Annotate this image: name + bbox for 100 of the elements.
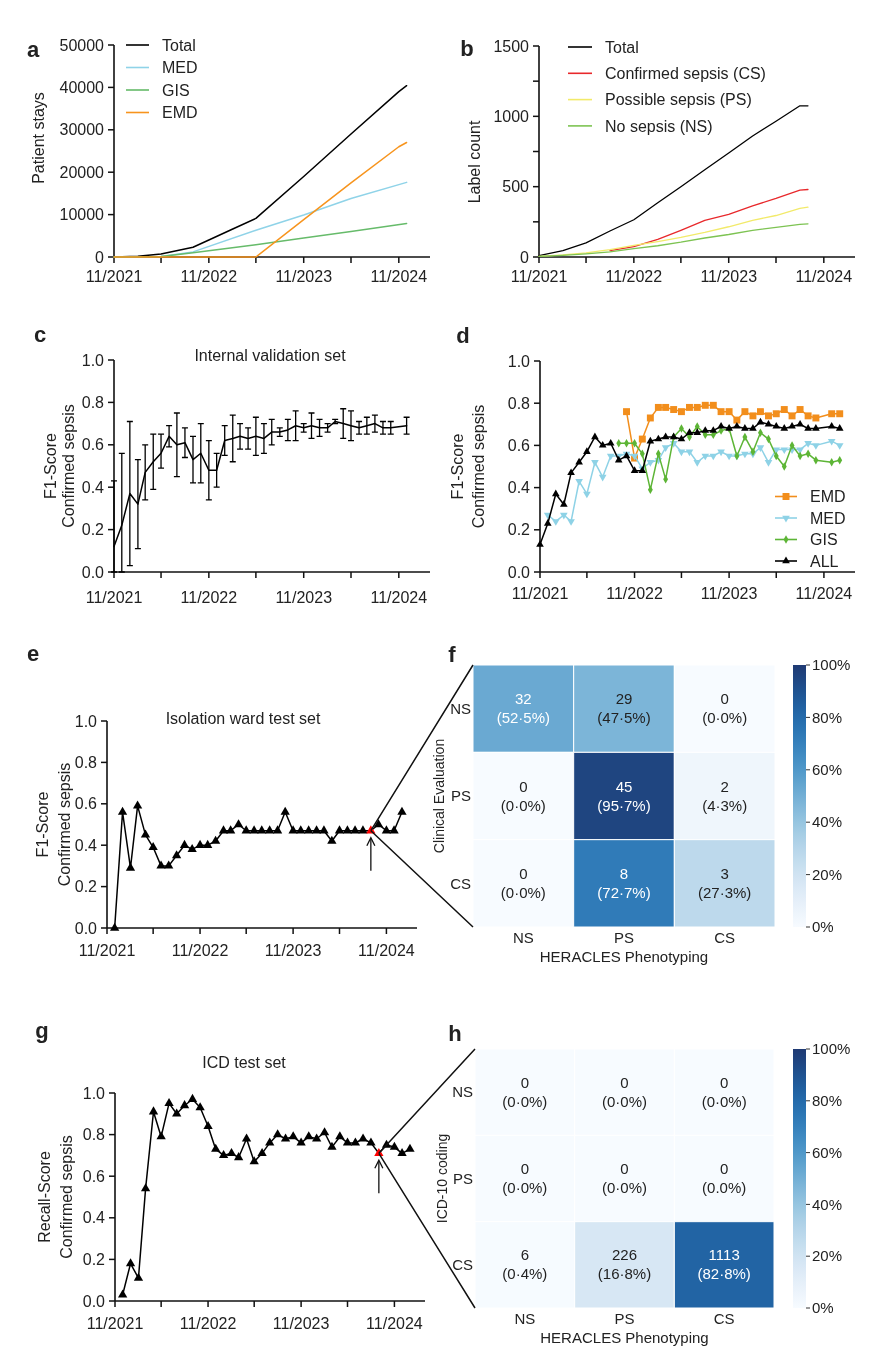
legend-label: No sepsis (NS) — [605, 117, 713, 135]
x-tick-label: 11/2021 — [86, 1315, 144, 1332]
x-tick-label: 11/2023 — [264, 942, 322, 959]
y-tick-label: 0.2 — [82, 1251, 106, 1268]
legend-label: Total — [605, 38, 639, 56]
data-label: 0 (0·0%) — [500, 864, 546, 901]
color-bar-label: 0% — [812, 1299, 834, 1317]
x-tick-label: 11/2021 — [85, 268, 143, 285]
x-tick-label: 11/2023 — [700, 585, 758, 602]
x-axis-title: HERACLES Phenotyping — [539, 948, 709, 965]
y-tick-label: 0.0 — [81, 563, 105, 581]
y-tick-label: CS — [450, 874, 471, 892]
data-label: 0 (0·0%) — [701, 1073, 747, 1110]
data-label: 45 (95·7%) — [597, 777, 651, 814]
y-tick-label: 0.4 — [507, 479, 531, 497]
color-bar-label: 40% — [812, 1195, 843, 1213]
legend-label: Total — [162, 36, 196, 54]
data-label: 2 (4·3%) — [702, 777, 748, 814]
y-tick-label: 0.8 — [74, 754, 98, 771]
text: d — [456, 323, 470, 348]
data-label: 0 (0·0%) — [502, 1160, 548, 1196]
y-tick-label: 1.0 — [507, 352, 531, 370]
y-tick-label: 0.4 — [82, 1209, 106, 1227]
legend-label: Confirmed sepsis (CS) — [605, 64, 766, 82]
y-tick-label: PS — [450, 787, 471, 805]
y-tick-label: 0 — [95, 248, 105, 266]
x-tick-label: CS — [714, 929, 736, 946]
x-tick-label: 11/2023 — [275, 589, 333, 606]
text: b — [460, 36, 474, 61]
y-axis-title: F1-Score Confirmed sepsis — [448, 404, 487, 529]
data-label: 29 (47·5%) — [597, 690, 651, 727]
y-tick-label: 1000 — [493, 107, 530, 125]
color-bar-label: 100% — [812, 1040, 851, 1058]
y-tick-label: CS — [452, 1256, 473, 1274]
y-tick-label: 0.8 — [81, 394, 105, 411]
x-tick-label: 11/2024 — [366, 1315, 423, 1332]
text: h — [448, 1021, 462, 1046]
x-tick-label: 11/2021 — [78, 942, 136, 959]
x-tick-label: 11/2022 — [606, 585, 663, 602]
legend-label: ALL — [810, 552, 839, 570]
color-bar-label: 60% — [812, 761, 843, 779]
legend-label: GIS — [162, 81, 190, 99]
y-tick-label: 10000 — [59, 206, 105, 224]
y-tick-label: NS — [452, 1083, 473, 1101]
x-tick-label: 11/2021 — [85, 589, 143, 606]
legend-label: Possible sepsis (PS) — [605, 91, 752, 109]
x-tick-label: 11/2022 — [179, 1315, 237, 1332]
y-tick-label: 1.0 — [82, 1084, 106, 1102]
y-tick-label: 0.8 — [82, 1126, 106, 1144]
color-bar-label: 40% — [812, 813, 843, 831]
y-axis-title: Clinical Evaluation — [430, 738, 447, 854]
y-axis-title: Label count — [465, 120, 483, 204]
x-tick-label: 11/2022 — [180, 268, 238, 285]
y-axis-title: Recall-Score Confirmed sepsis — [35, 1135, 75, 1259]
data-label: 0 (0.0%) — [702, 1160, 747, 1196]
y-tick-label: 50000 — [59, 36, 105, 54]
x-tick-label: PS — [613, 929, 635, 946]
y-tick-label: 1.0 — [81, 351, 105, 369]
color-bar-label: 100% — [812, 656, 851, 674]
y-tick-label: PS — [452, 1169, 473, 1187]
y-tick-label: 30000 — [59, 121, 105, 139]
data-label: 226 (16·8%) — [597, 1246, 652, 1283]
data-label: 0 (0·0%) — [601, 1160, 648, 1196]
legend-label: MED — [810, 509, 846, 527]
y-tick-label: 0.6 — [81, 436, 105, 454]
x-tick-label: 11/2022 — [171, 942, 229, 959]
color-bar-label: 20% — [812, 1247, 843, 1265]
legend-label: GIS — [810, 531, 838, 549]
y-tick-label: 40000 — [59, 79, 105, 96]
y-axis-title: F1-Score Confirmed sepsis — [33, 762, 73, 887]
y-tick-label: NS — [450, 699, 471, 717]
y-tick-label: 0.2 — [507, 521, 531, 539]
text: e — [26, 641, 40, 666]
legend-label: EMD — [162, 104, 198, 122]
x-tick-label: 11/2024 — [795, 585, 853, 602]
data-label: 0 (0·0%) — [702, 690, 748, 727]
y-tick-label: 0.2 — [74, 878, 98, 896]
x-tick-label: 11/2023 — [275, 268, 333, 285]
data-label: 1113 (82·8%) — [697, 1246, 751, 1283]
x-tick-label: 11/2024 — [795, 268, 853, 285]
y-tick-label: 0.6 — [507, 437, 531, 454]
chart-title: Internal validation set — [194, 347, 347, 364]
color-bar-label: 80% — [812, 708, 843, 726]
y-tick-label: 0.8 — [507, 394, 531, 412]
x-tick-label: 11/2024 — [370, 268, 428, 285]
y-axis-title: F1-Score Confirmed sepsis — [41, 404, 77, 528]
x-tick-label: CS — [713, 1310, 735, 1327]
color-bar-label: 20% — [812, 865, 843, 883]
x-tick-label: PS — [614, 1310, 635, 1327]
data-label: 3 (27·3%) — [697, 864, 752, 901]
text: a — [26, 37, 40, 62]
y-tick-label: 0.0 — [507, 563, 531, 581]
legend-label: EMD — [810, 488, 846, 506]
color-bar-label: 60% — [812, 1143, 843, 1161]
data-label: 32 (52·5%) — [496, 690, 551, 727]
chart-title: ICD test set — [202, 1054, 287, 1071]
legend-label: MED — [162, 59, 198, 77]
y-tick-label: 20000 — [59, 163, 105, 181]
x-tick-label: 11/2023 — [272, 1315, 330, 1332]
y-axis-title: ICD-10 coding — [433, 1133, 450, 1224]
